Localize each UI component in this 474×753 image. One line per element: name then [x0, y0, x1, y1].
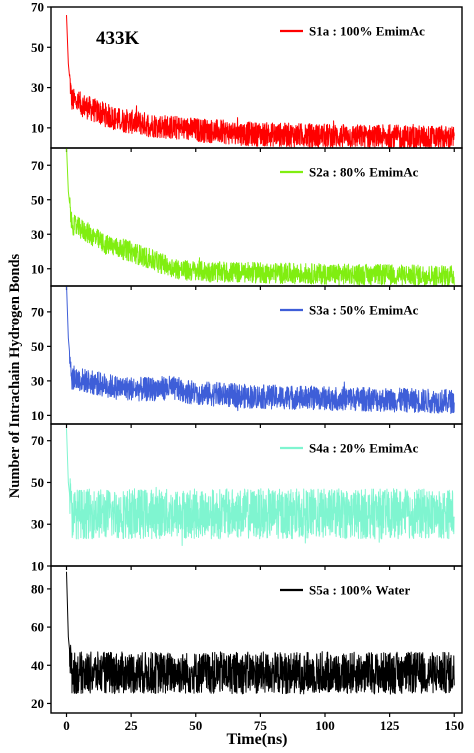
y-tick-label: 10 [31, 408, 44, 423]
y-tick-label: 50 [31, 339, 44, 354]
y-tick-label: 70 [31, 158, 44, 173]
y-tick-label: 70 [31, 304, 44, 319]
panels: 10 30 50 70 S1a : 100% EmimAc 10 30 50 70 S2a : 8… [31, 0, 464, 733]
y-tick-label: 10 [31, 559, 44, 574]
chart-panel-2: 10 30 50 70 S2a : 80% EmimAc [31, 147, 463, 290]
y-tick-label: 30 [31, 227, 44, 242]
y-tick-label: 70 [31, 0, 44, 15]
x-tick-label: 100 [315, 718, 335, 733]
legend-label: S4a : 20% EmimAc [309, 441, 419, 456]
x-axis-label: Time(ns) [226, 731, 287, 748]
plot-frame [50, 565, 463, 714]
y-tick-label: 10 [31, 120, 44, 135]
y-tick-label: 70 [31, 433, 44, 448]
legend-label: S2a : 80% EmimAc [309, 165, 419, 180]
series-line [66, 285, 455, 415]
y-tick-label: 50 [31, 192, 44, 207]
y-tick-label: 50 [31, 40, 44, 55]
y-tick-label: 40 [31, 658, 44, 673]
y-tick-label: 10 [31, 261, 44, 276]
legend-label: S1a : 100% EmimAc [309, 24, 425, 39]
series-line [66, 428, 455, 547]
y-tick-label: 30 [31, 80, 44, 95]
y-tick-label: 50 [31, 475, 44, 490]
temperature-label: 433K [96, 28, 140, 49]
y-axis-label: Number of Intrachain Hydrogen Bonds [7, 253, 23, 498]
x-tick-label: 50 [189, 718, 202, 733]
y-tick-label: 30 [31, 517, 44, 532]
x-tick-label: 75 [254, 718, 268, 733]
y-tick-label: 30 [31, 373, 44, 388]
y-tick-label: 20 [31, 696, 44, 711]
y-tick-label: 80 [31, 581, 44, 596]
series-line [66, 15, 455, 149]
legend-label: S5a : 100% Water [309, 583, 410, 598]
y-tick-label: 60 [31, 620, 44, 635]
chart-panel-1: 10 30 50 70 S1a : 100% EmimAc [31, 0, 463, 152]
chart-panel-5: 20 40 60 80 0 25 50 75 100 125 150 S5a : 100% Water [31, 565, 464, 733]
x-tick-label: 25 [125, 718, 139, 733]
chart-panel-3: 10 30 50 70 S3a : 50% EmimAc [31, 285, 463, 428]
x-tick-label: 150 [444, 718, 464, 733]
series-line [66, 571, 455, 695]
series-line [66, 147, 455, 287]
x-tick-label: 125 [380, 718, 400, 733]
legend-label: S3a : 50% EmimAc [309, 303, 419, 318]
chart-panel-4: 10 30 50 70 S4a : 20% EmimAc [31, 423, 463, 574]
x-tick-label: 0 [63, 718, 70, 733]
